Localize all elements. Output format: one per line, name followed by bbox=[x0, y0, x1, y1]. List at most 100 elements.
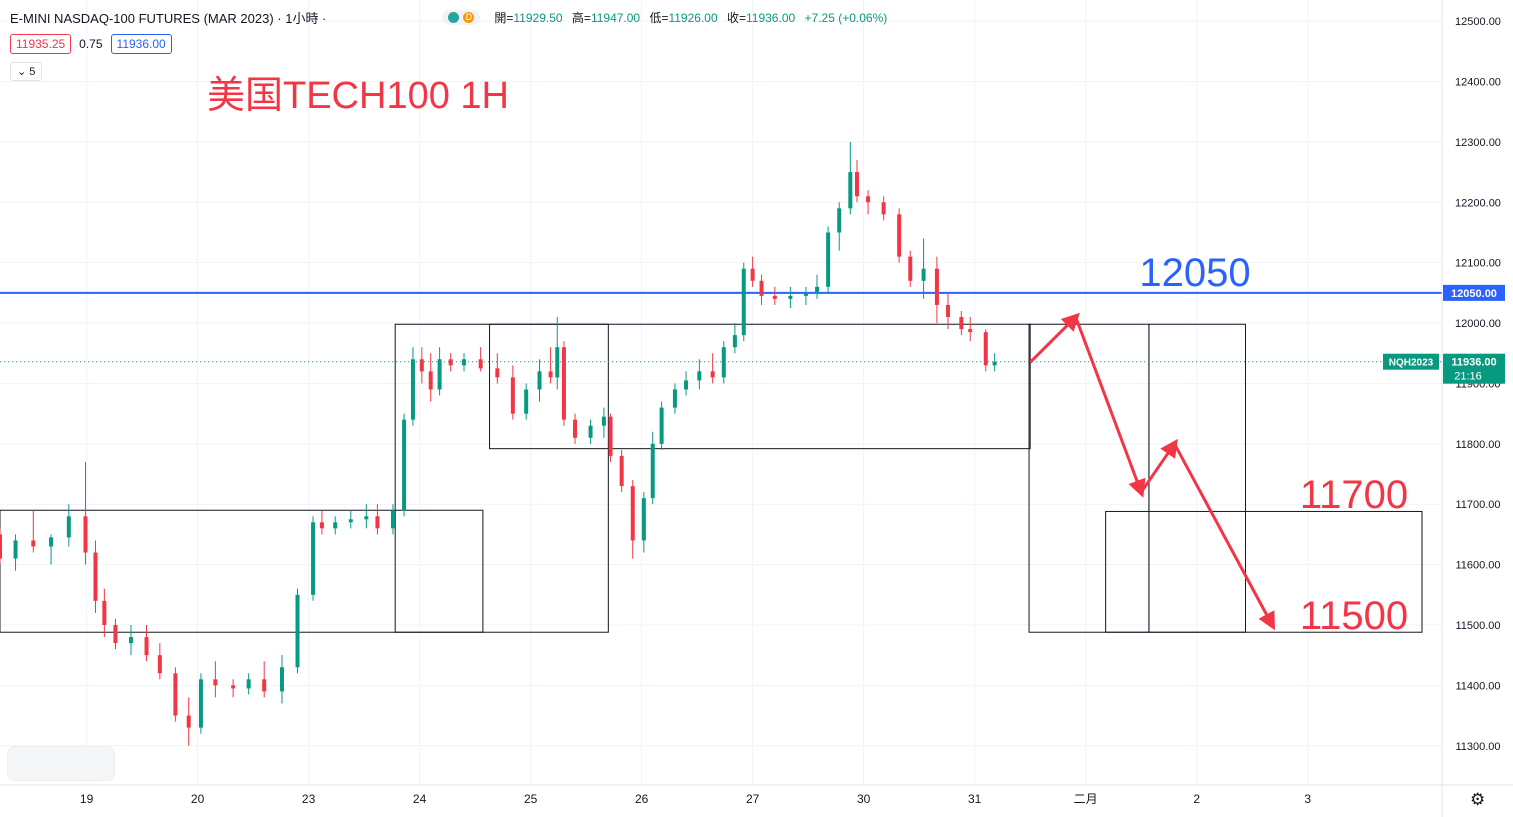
candle-body bbox=[908, 256, 913, 281]
candle-body bbox=[319, 522, 324, 529]
candle-body bbox=[548, 371, 553, 378]
status-badges[interactable]: D bbox=[442, 10, 481, 25]
candle-body bbox=[710, 371, 715, 378]
candle-body bbox=[390, 510, 395, 529]
x-tick-label: 30 bbox=[857, 792, 871, 806]
svg-text:21:16: 21:16 bbox=[1454, 371, 1482, 383]
candle-body bbox=[630, 486, 635, 541]
quote-row: 11935.25 0.75 11936.00 bbox=[10, 34, 172, 54]
candlestick-series bbox=[0, 141, 997, 746]
spread-value: 0.75 bbox=[79, 37, 103, 51]
candle-body bbox=[854, 172, 859, 197]
candle-body bbox=[462, 359, 467, 366]
candle-body bbox=[231, 685, 236, 689]
candle-body bbox=[157, 655, 162, 674]
candle-body bbox=[364, 516, 369, 520]
candle-body bbox=[772, 295, 777, 299]
zone-box bbox=[1105, 510, 1423, 633]
candle-body bbox=[826, 232, 831, 287]
candle-body bbox=[741, 268, 746, 336]
zone-rectangles bbox=[0, 323, 1423, 633]
candle-body bbox=[992, 361, 997, 366]
svg-text:NQH2023: NQH2023 bbox=[1389, 358, 1434, 369]
change-value: +7.25 (+0.06%) bbox=[804, 11, 888, 25]
y-tick-label: 12100.00 bbox=[1455, 258, 1501, 270]
candle-body bbox=[186, 715, 191, 728]
low-value: 11926.00 bbox=[668, 11, 718, 25]
symbol-title[interactable]: E-MINI NASDAQ-100 FUTURES (MAR 2023) · 1… bbox=[10, 11, 327, 26]
candle-body bbox=[66, 516, 71, 538]
chevron-down-icon: ⌄ bbox=[17, 66, 27, 78]
candle-body bbox=[803, 292, 808, 296]
projection-arrows bbox=[1029, 312, 1276, 631]
y-axis[interactable]: 12500.00 12400.00 12300.00 12200.00 12100.00… bbox=[1441, 0, 1501, 817]
candle-body bbox=[419, 359, 424, 372]
annotation-11500: 11500 bbox=[1300, 594, 1408, 638]
y-tick-label: 11600.00 bbox=[1455, 560, 1500, 572]
candle-body bbox=[659, 407, 664, 444]
candle-body bbox=[641, 498, 646, 541]
y-tick-label: 12500.00 bbox=[1455, 16, 1501, 28]
y-tick-label: 11400.00 bbox=[1455, 680, 1500, 692]
candle-body bbox=[448, 359, 453, 366]
candle-body bbox=[348, 519, 353, 523]
candle-body bbox=[295, 594, 300, 668]
candle-body bbox=[573, 419, 578, 438]
high-value: 11947.00 bbox=[590, 11, 641, 25]
candle-body bbox=[897, 214, 902, 257]
projection-arrow bbox=[1074, 316, 1146, 498]
x-tick-label: 25 bbox=[524, 792, 538, 806]
indicator-count: 5 bbox=[29, 66, 36, 78]
candle-body bbox=[697, 371, 702, 381]
candle-body bbox=[375, 516, 380, 529]
gear-icon[interactable]: ⚙ bbox=[1470, 790, 1486, 809]
candle-body bbox=[0, 534, 2, 559]
candle-body bbox=[619, 455, 624, 487]
y-tick-label: 11800.00 bbox=[1455, 439, 1500, 451]
market-status-icon bbox=[448, 12, 460, 23]
y-tick-label: 12000.00 bbox=[1455, 318, 1501, 330]
candle-body bbox=[732, 335, 737, 348]
ohlc-values: 開=11929.50 高=11947.00 低=11926.00 收=11936… bbox=[494, 9, 893, 26]
candle-body bbox=[837, 208, 842, 233]
candle-body bbox=[83, 516, 88, 553]
candle-body bbox=[650, 443, 655, 499]
candle-body bbox=[983, 332, 988, 366]
zone-box bbox=[394, 323, 609, 633]
open-label: 開= bbox=[494, 11, 514, 25]
annotations: 12050 11700 11500 bbox=[1139, 251, 1408, 638]
indicator-toggle[interactable]: ⌄ 5 bbox=[10, 62, 43, 81]
zone-box bbox=[0, 509, 484, 633]
candle-body bbox=[279, 667, 284, 692]
svg-text:11936.00: 11936.00 bbox=[1451, 357, 1496, 369]
x-tick-label: 19 bbox=[80, 792, 94, 806]
price-tags: 12050.00 NQH2023 11936.00 21:16 bbox=[1383, 284, 1505, 384]
candle-body bbox=[934, 268, 939, 305]
candle-body bbox=[537, 371, 542, 390]
x-tick-label: 31 bbox=[968, 792, 982, 806]
low-label: 低= bbox=[649, 11, 669, 25]
candle-body bbox=[213, 679, 218, 686]
candle-body bbox=[428, 371, 433, 390]
candle-body bbox=[848, 172, 853, 209]
chart-title: 美国TECH100 1H bbox=[207, 75, 509, 117]
sell-price[interactable]: 11935.25 bbox=[10, 34, 72, 54]
candle-body bbox=[173, 673, 178, 716]
x-axis[interactable]: 19 20 23 24 25 26 27 30 31 二月 2 3 bbox=[0, 784, 1513, 806]
mini-panel[interactable] bbox=[7, 746, 115, 781]
candle-body bbox=[750, 268, 755, 281]
y-tick-label: 12400.00 bbox=[1455, 77, 1501, 89]
y-tick-label: 12200.00 bbox=[1455, 197, 1501, 209]
buy-price[interactable]: 11936.00 bbox=[110, 34, 172, 54]
close-value: 11936.00 bbox=[746, 11, 796, 25]
projection-arrow bbox=[1139, 438, 1178, 493]
candle-body bbox=[13, 540, 18, 559]
x-tick-label: 20 bbox=[191, 792, 205, 806]
candle-body bbox=[510, 377, 515, 414]
candle-body bbox=[495, 368, 500, 378]
candle-body bbox=[128, 637, 133, 644]
close-label: 收= bbox=[726, 11, 746, 25]
delayed-badge: D bbox=[463, 12, 475, 23]
x-tick-label: 2 bbox=[1193, 792, 1200, 806]
